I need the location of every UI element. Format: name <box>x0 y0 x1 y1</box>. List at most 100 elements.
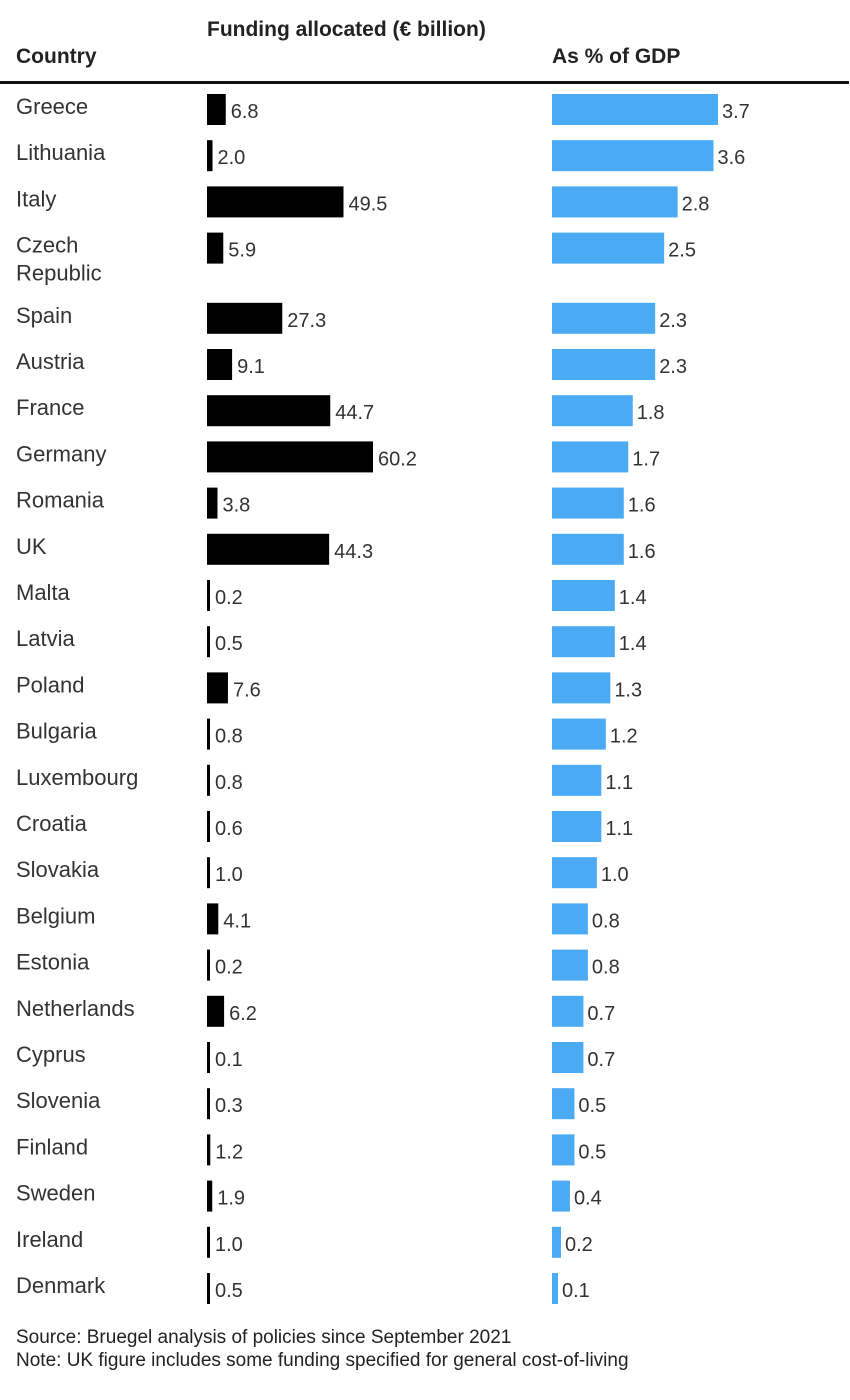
source-note: Source: Bruegel analysis of policies sin… <box>16 1327 512 1348</box>
funding-value-label: 44.3 <box>334 541 373 563</box>
country-label: France <box>16 395 84 420</box>
gdp-bar <box>552 1134 575 1166</box>
funding-bar <box>207 395 331 427</box>
funding-bar <box>207 1273 210 1304</box>
gdp-value-label: 0.5 <box>578 1095 606 1117</box>
country-label: Slovenia <box>16 1088 101 1113</box>
gdp-bar <box>552 1180 570 1212</box>
header-country: Country <box>16 45 97 68</box>
funding-bar <box>207 1226 210 1258</box>
gdp-bar <box>552 140 714 172</box>
country-label: Austria <box>16 349 85 374</box>
gdp-bar <box>552 811 602 842</box>
funding-value-label: 44.7 <box>335 402 374 424</box>
country-label: Sweden <box>16 1181 96 1206</box>
gdp-bar <box>552 441 629 473</box>
header-divider <box>0 81 849 84</box>
funding-bar <box>207 1042 210 1073</box>
gdp-bar <box>552 995 584 1027</box>
funding-bar <box>207 995 225 1027</box>
funding-value-label: 7.6 <box>233 679 261 701</box>
table-row: Estonia 0.2 0.8 <box>16 949 620 981</box>
gdp-bar <box>552 672 611 704</box>
table-row: Slovakia 1.0 1.0 <box>16 857 629 889</box>
gdp-bar <box>552 533 624 565</box>
header-gdp: As % of GDP <box>552 45 681 68</box>
funding-bar <box>207 533 330 565</box>
gdp-value-label: 1.1 <box>605 818 633 840</box>
funding-bar <box>207 487 218 519</box>
country-label: Latvia <box>16 626 75 651</box>
country-label: Czech Republic <box>16 233 102 286</box>
gdp-bar <box>552 186 678 218</box>
gdp-value-label: 0.2 <box>565 1234 593 1256</box>
gdp-bar <box>552 903 588 935</box>
gdp-value-label: 2.3 <box>659 356 687 378</box>
funding-bar <box>207 718 210 750</box>
funding-value-label: 1.0 <box>215 864 243 886</box>
gdp-bar <box>552 302 656 334</box>
country-label: Lithuania <box>16 140 106 165</box>
table-row: Austria 9.1 2.3 <box>16 349 687 380</box>
country-label: Belgium <box>16 903 95 928</box>
gdp-bar <box>552 1273 558 1304</box>
table-row: Belgium 4.1 0.8 <box>16 903 620 935</box>
gdp-bar <box>552 232 665 264</box>
country-label: Croatia <box>16 811 88 836</box>
table-row: Netherlands 6.2 0.7 <box>16 995 615 1027</box>
funding-value-label: 0.8 <box>215 772 243 794</box>
country-label: Ireland <box>16 1227 83 1252</box>
gdp-bar <box>552 580 615 611</box>
country-label: Poland <box>16 672 85 697</box>
funding-bar <box>207 302 283 334</box>
country-label: Bulgaria <box>16 719 97 744</box>
gdp-value-label: 2.3 <box>659 310 687 332</box>
funding-value-label: 1.9 <box>217 1188 245 1210</box>
funding-value-label: 0.8 <box>215 726 243 748</box>
gdp-bar <box>552 718 606 750</box>
table-row: Croatia 0.6 1.1 <box>16 811 633 842</box>
country-label: Greece <box>16 94 88 119</box>
header-funding: Funding allocated (€ billion) <box>207 18 486 41</box>
table-row: Slovenia 0.3 0.5 <box>16 1088 606 1120</box>
country-label: Cyprus <box>16 1042 86 1067</box>
gdp-bar <box>552 395 633 427</box>
gdp-value-label: 1.3 <box>614 679 642 701</box>
funding-bar <box>207 186 344 218</box>
table-row: France 44.7 1.8 <box>16 395 665 427</box>
table-row: Malta 0.2 1.4 <box>16 580 647 611</box>
gdp-bar <box>552 487 624 519</box>
gdp-bar <box>552 949 588 981</box>
funding-value-label: 9.1 <box>237 356 265 378</box>
table-row: Romania 3.8 1.6 <box>16 487 656 519</box>
funding-bar <box>207 580 210 611</box>
gdp-value-label: 0.5 <box>578 1141 606 1163</box>
funding-bar <box>207 349 233 380</box>
funding-value-label: 6.2 <box>229 1003 257 1025</box>
funding-value-label: 3.8 <box>222 495 250 517</box>
gdp-bar <box>552 1088 575 1120</box>
funding-bar <box>207 811 210 842</box>
funding-bar <box>207 903 219 935</box>
table-row: Germany 60.2 1.7 <box>16 441 660 473</box>
country-label: Netherlands <box>16 996 135 1021</box>
gdp-value-label: 1.4 <box>619 587 647 609</box>
gdp-value-label: 3.6 <box>718 147 746 169</box>
country-label: UK <box>16 534 47 559</box>
funding-value-label: 2.0 <box>218 147 246 169</box>
funding-bar <box>207 857 210 889</box>
gdp-value-label: 1.6 <box>628 541 656 563</box>
country-label: Estonia <box>16 950 90 975</box>
table-row: Denmark 0.5 0.1 <box>16 1273 590 1304</box>
funding-value-label: 0.2 <box>215 957 243 979</box>
table-row: UK 44.3 1.6 <box>16 533 656 565</box>
gdp-value-label: 0.7 <box>587 1003 615 1025</box>
gdp-value-label: 1.4 <box>619 633 647 655</box>
country-label: Romania <box>16 488 105 513</box>
gdp-bar <box>552 94 718 125</box>
funding-bar <box>207 94 226 125</box>
gdp-value-label: 1.0 <box>601 864 629 886</box>
funding-bar <box>207 1134 211 1166</box>
gdp-bar <box>552 1042 584 1073</box>
country-label: Denmark <box>16 1273 106 1298</box>
